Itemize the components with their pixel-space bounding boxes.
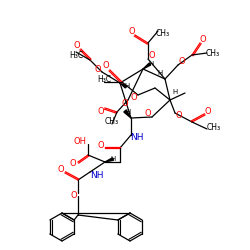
Text: O: O xyxy=(176,112,182,120)
Text: O: O xyxy=(122,100,128,108)
Text: H: H xyxy=(126,109,130,115)
Text: H: H xyxy=(124,83,130,89)
Text: H: H xyxy=(172,89,178,95)
Text: H₃C: H₃C xyxy=(69,50,83,59)
Polygon shape xyxy=(120,83,127,88)
Polygon shape xyxy=(105,158,114,162)
Text: O: O xyxy=(98,140,104,149)
Text: O: O xyxy=(98,108,104,116)
Text: O: O xyxy=(129,26,135,36)
Text: H: H xyxy=(158,70,162,76)
Text: O: O xyxy=(179,58,185,66)
Text: O: O xyxy=(74,40,80,50)
Polygon shape xyxy=(124,110,131,118)
Text: O: O xyxy=(200,34,206,43)
Text: O: O xyxy=(205,106,211,116)
Text: H₃C: H₃C xyxy=(97,76,111,84)
Text: O: O xyxy=(131,92,137,102)
Text: NH: NH xyxy=(90,170,104,179)
Text: O: O xyxy=(58,166,64,174)
Text: O: O xyxy=(149,50,155,59)
Polygon shape xyxy=(143,63,151,69)
Text: H: H xyxy=(110,156,116,162)
Text: CH₃: CH₃ xyxy=(207,122,221,132)
Text: O: O xyxy=(70,160,76,168)
Text: O: O xyxy=(145,110,151,118)
Text: O: O xyxy=(71,192,77,200)
Text: H: H xyxy=(148,61,154,67)
Text: CH₃: CH₃ xyxy=(206,48,220,58)
Text: O: O xyxy=(103,60,109,70)
Text: OH: OH xyxy=(74,136,86,145)
Text: CH₃: CH₃ xyxy=(156,28,170,38)
Text: NH: NH xyxy=(130,134,144,142)
Text: CH₃: CH₃ xyxy=(105,118,119,126)
Text: O: O xyxy=(95,66,101,74)
